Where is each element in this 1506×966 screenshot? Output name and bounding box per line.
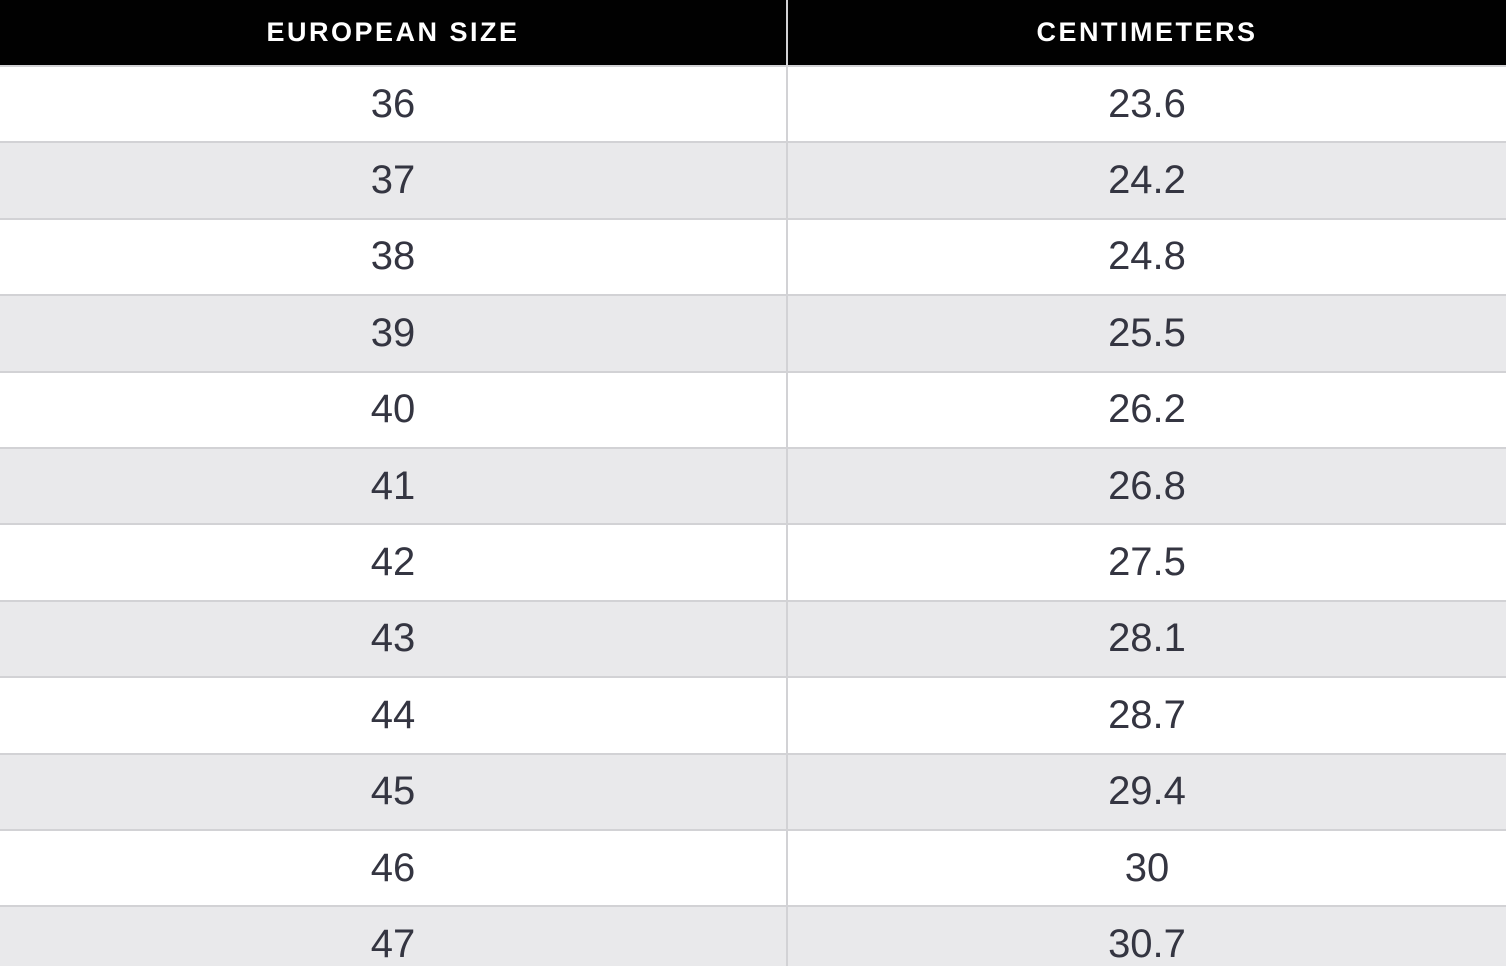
centimeters-cell: 26.8 xyxy=(1108,463,1186,508)
table-body: 36 23.6 37 24.2 38 24.8 39 25.5 40 26.2 … xyxy=(0,65,1506,966)
column-header-european-size: EUROPEAN SIZE xyxy=(0,0,788,65)
table-row: 43 28.1 xyxy=(0,599,1506,677)
european-size-cell: 45 xyxy=(0,754,788,829)
table-row: 40 26.2 xyxy=(0,370,1506,447)
european-size-cell: 43 xyxy=(0,601,788,677)
centimeters-cell: 28.1 xyxy=(1108,616,1186,661)
european-size-cell: 38 xyxy=(0,219,788,295)
european-size-cell: 42 xyxy=(0,525,788,600)
centimeters-cell: 29.4 xyxy=(1108,769,1186,814)
column-header-centimeters: CENTIMETERS xyxy=(1036,17,1258,47)
centimeters-cell: 23.6 xyxy=(1108,81,1186,126)
table-row: 38 24.8 xyxy=(0,217,1506,295)
table-row: 47 30.7 xyxy=(0,905,1506,966)
centimeters-cell: 24.2 xyxy=(1108,158,1186,203)
table-row: 37 24.2 xyxy=(0,141,1506,218)
european-size-cell: 47 xyxy=(0,907,788,966)
centimeters-cell: 30 xyxy=(1124,845,1170,890)
european-size-cell: 46 xyxy=(0,830,788,906)
table-row: 45 29.4 xyxy=(0,752,1506,829)
centimeters-cell: 28.7 xyxy=(1108,692,1186,737)
european-size-cell: 37 xyxy=(0,143,788,218)
european-size-cell: 40 xyxy=(0,372,788,447)
table-row: 44 28.7 xyxy=(0,676,1506,753)
centimeters-cell: 26.2 xyxy=(1108,387,1186,432)
european-size-cell: 36 xyxy=(0,67,788,142)
table-row: 41 26.8 xyxy=(0,446,1506,524)
table-row: 39 25.5 xyxy=(0,294,1506,371)
table-row: 36 23.6 xyxy=(0,65,1506,142)
european-size-cell: 39 xyxy=(0,296,788,371)
table-header-row: EUROPEAN SIZE CENTIMETERS xyxy=(0,0,1506,65)
centimeters-cell: 25.5 xyxy=(1108,310,1186,355)
table-row: 42 27.5 xyxy=(0,523,1506,600)
centimeters-cell: 30.7 xyxy=(1108,921,1186,966)
centimeters-cell: 24.8 xyxy=(1108,234,1186,279)
table-row: 46 30 xyxy=(0,828,1506,906)
centimeters-cell: 27.5 xyxy=(1108,540,1186,585)
european-size-cell: 44 xyxy=(0,678,788,753)
european-size-cell: 41 xyxy=(0,448,788,524)
